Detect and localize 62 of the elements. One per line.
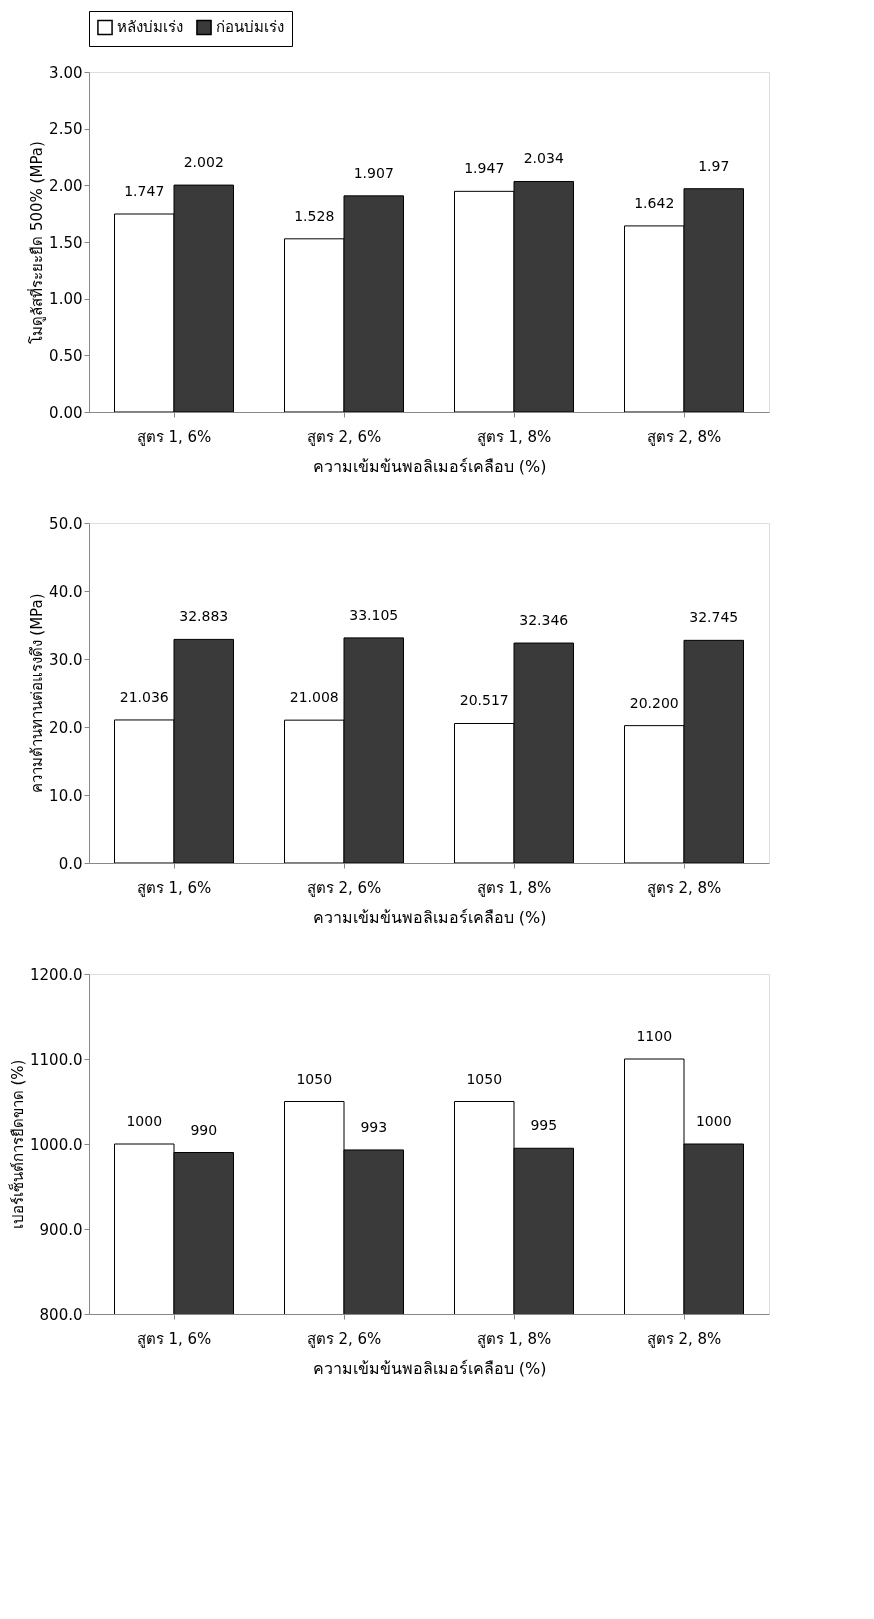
data-label: 1.947 <box>464 160 505 177</box>
x-tick-label: สูตร 1, 6% <box>136 427 212 446</box>
legend-label: ก่อนบ่มเร่ง <box>216 18 284 37</box>
y-tick-label: 1200.0 <box>30 965 83 984</box>
data-label: 20.517 <box>459 692 509 709</box>
data-label: 21.008 <box>289 689 339 706</box>
data-label: 993 <box>360 1118 388 1135</box>
x-tick-label: สูตร 1, 8% <box>476 427 552 446</box>
data-label: 1100 <box>636 1028 673 1044</box>
data-label: 1050 <box>296 1070 333 1087</box>
x-axis-title: ความเข้มข้นพอลิเมอร์เคลือบ (%) <box>312 456 547 476</box>
data-label: 33.105 <box>349 606 399 623</box>
data-label: 1.528 <box>294 207 335 224</box>
data-label: 2.034 <box>523 150 564 167</box>
y-tick-label: 40.0 <box>49 582 83 601</box>
x-tick-label: สูตร 2, 6% <box>306 878 382 897</box>
data-label: 32.346 <box>519 612 569 629</box>
y-tick-label: 20.0 <box>49 718 83 737</box>
data-label: 32.883 <box>179 608 229 625</box>
y-tick-label: 10.0 <box>49 786 83 805</box>
y-tick-label: 900.0 <box>39 1220 83 1239</box>
data-label: 995 <box>530 1117 558 1134</box>
y-tick-label: 50.0 <box>49 514 83 533</box>
data-label: 1000 <box>695 1113 732 1129</box>
x-tick-label: สูตร 1, 6% <box>136 878 212 897</box>
data-label: 1.747 <box>124 183 165 200</box>
x-tick-label: สูตร 1, 8% <box>476 1329 552 1348</box>
y-tick-label: 1000.0 <box>30 1135 83 1154</box>
y-tick-label: 30.0 <box>49 650 83 669</box>
data-label: 21.036 <box>119 688 169 705</box>
x-tick-label: สูตร 2, 6% <box>306 1329 382 1348</box>
y-axis-title: ความต้านทานต่อแรงดึง (MPa) <box>28 593 47 794</box>
y-tick-label: 0.50 <box>49 346 83 365</box>
data-label: 2.002 <box>183 154 224 171</box>
x-tick-label: สูตร 1, 6% <box>136 1329 212 1348</box>
data-label: 990 <box>190 1121 218 1138</box>
y-tick-label: 800.0 <box>39 1305 83 1324</box>
data-label: 32.745 <box>689 609 739 626</box>
data-label: 1.907 <box>353 164 394 181</box>
y-tick-label: 2.50 <box>49 120 83 139</box>
y-tick-label: 1.50 <box>49 233 83 252</box>
y-tick-label: 1.00 <box>49 290 83 309</box>
legend-label: หลังบ่มเร่ง <box>117 18 183 37</box>
x-tick-label: สูตร 1, 8% <box>476 878 552 897</box>
data-label: 20.200 <box>629 694 679 711</box>
x-axis-title: ความเข้มข้นพอลิเมอร์เคลือบ (%) <box>312 1358 547 1378</box>
x-tick-label: สูตร 2, 6% <box>306 427 382 446</box>
x-tick-label: สูตร 2, 8% <box>646 1329 722 1348</box>
x-tick-label: สูตร 2, 8% <box>646 878 722 897</box>
data-label: 1050 <box>466 1070 503 1087</box>
data-label: 1.642 <box>634 194 675 211</box>
y-tick-label: 2.00 <box>49 176 83 195</box>
y-axis-title: โมดูลัสที่ระยะยืด 500% (MPa) <box>26 141 47 344</box>
y-tick-label: 0.0 <box>58 854 83 873</box>
data-label: 1.97 <box>698 157 730 174</box>
x-tick-label: สูตร 2, 8% <box>646 427 722 446</box>
y-axis-title: เปอร์เซ็นต์การยืดขาด (%) <box>8 1059 28 1230</box>
data-label: 1000 <box>126 1113 163 1129</box>
y-tick-label: 3.00 <box>49 63 83 82</box>
y-tick-label: 1100.0 <box>30 1050 83 1069</box>
x-axis-title: ความเข้มข้นพอลิเมอร์เคลือบ (%) <box>312 907 547 927</box>
y-tick-label: 0.00 <box>49 403 83 422</box>
